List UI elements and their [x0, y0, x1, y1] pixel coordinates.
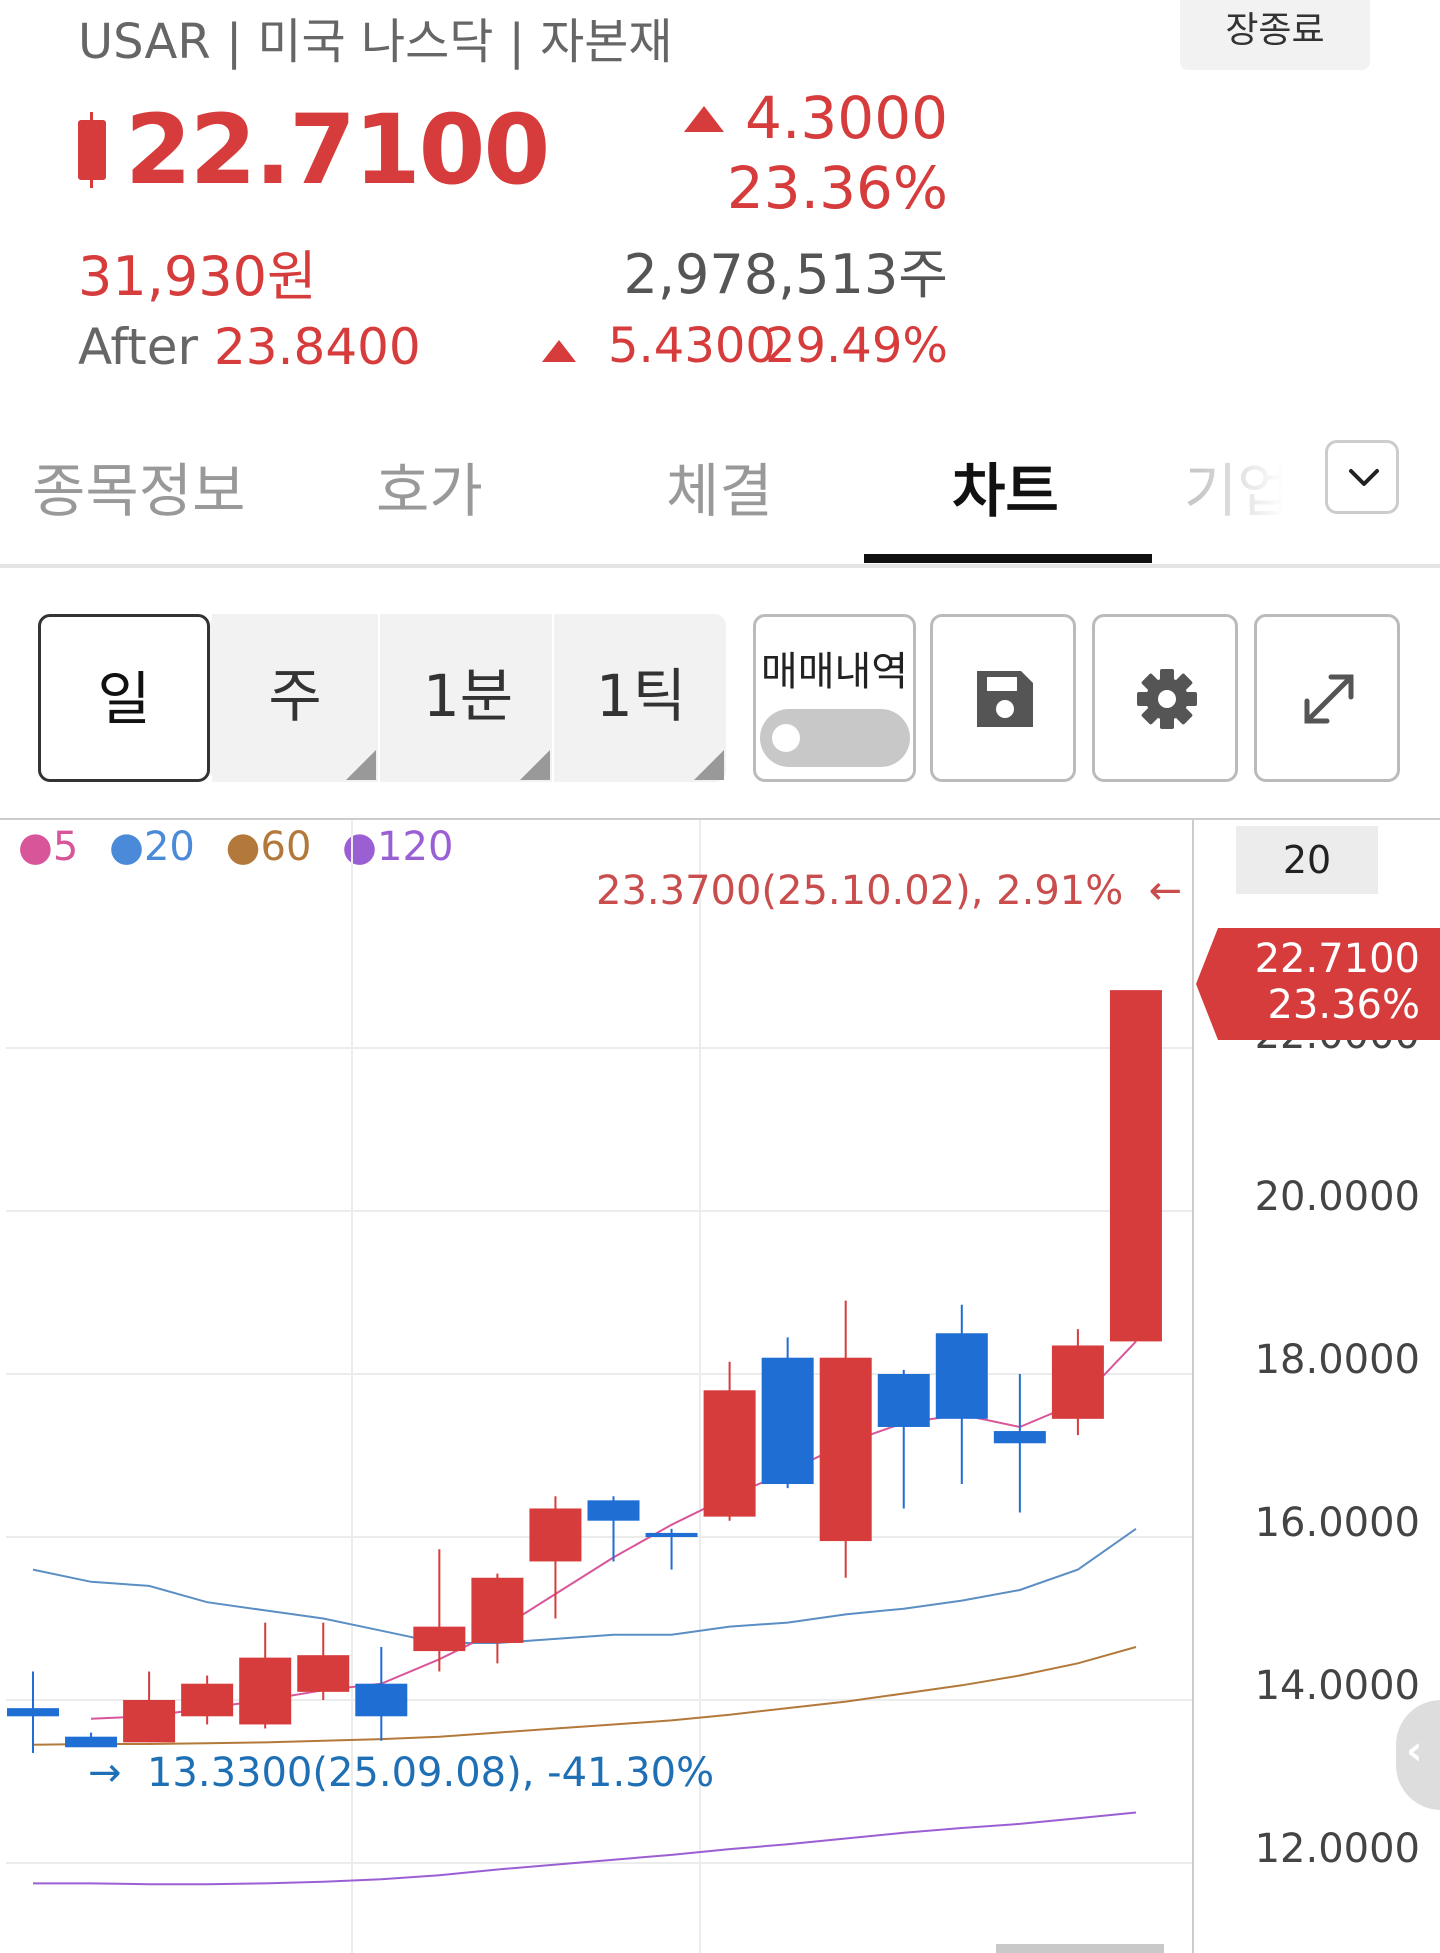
low-annotation-text: 13.3300(25.09.08), -41.30% — [146, 1750, 715, 1796]
period-tick-button[interactable]: 1틱 — [556, 614, 726, 782]
horizontal-scrollbar[interactable] — [996, 1944, 1164, 1953]
high-annotation-text: 23.3700(25.10.02), 2.91% — [596, 868, 1124, 914]
period-minute-label: 1분 — [422, 662, 514, 730]
side-panel-handle[interactable]: ‹ — [1396, 1700, 1440, 1810]
current-price-tag: 22.7100 23.36% — [1196, 928, 1440, 1040]
expand-icon — [1304, 674, 1354, 724]
tab-chart[interactable]: 차트 — [952, 457, 1059, 525]
tab-fade — [1200, 430, 1320, 520]
candle-body — [993, 1431, 1046, 1444]
candle-icon — [78, 112, 106, 188]
y-tick-12: 12.0000 — [1254, 1826, 1420, 1872]
candle-body — [355, 1683, 408, 1717]
toggle-switch[interactable] — [760, 709, 910, 767]
tab-order-book[interactable]: 호가 — [376, 457, 483, 525]
right-arrow-icon: → — [88, 1750, 135, 1796]
candle-body — [413, 1626, 466, 1652]
candle-body — [471, 1577, 524, 1643]
legend-ma60: ●60 — [225, 824, 312, 870]
candle-body — [181, 1683, 234, 1717]
krw-price: 31,930원 — [78, 245, 317, 308]
candle-body — [7, 1708, 59, 1717]
current-price-label: 22.7100 — [1254, 936, 1420, 982]
settings-gear-icon — [1137, 669, 1197, 729]
after-change: 5.4300 — [608, 318, 776, 374]
ma60-line — [32, 1646, 1137, 1746]
trading-volume: 2,978,513주 — [623, 243, 948, 306]
period-week-button[interactable]: 주 — [212, 614, 380, 782]
y-tick-20: 20.0000 — [1254, 1174, 1420, 1220]
chevron-down-icon — [1349, 469, 1379, 486]
candle-body — [935, 1333, 988, 1419]
trade-history-label: 매매내역 — [760, 649, 909, 695]
candle-body — [123, 1700, 176, 1743]
candle-body — [587, 1500, 640, 1521]
after-price: 23.8400 — [213, 318, 421, 376]
candlestick-chart[interactable] — [0, 820, 1192, 1953]
legend-ma20-label: 20 — [143, 824, 195, 870]
candle-body — [529, 1508, 582, 1562]
up-triangle-icon — [684, 106, 724, 132]
legend-ma60-label: 60 — [260, 824, 312, 870]
price-change: 4.3000 — [745, 84, 948, 152]
tab-executions[interactable]: 체결 — [666, 457, 773, 525]
candle-body — [1109, 990, 1162, 1342]
left-arrow-icon: ← — [1135, 868, 1183, 914]
trade-history-toggle[interactable]: 매매내역 — [753, 614, 916, 782]
candle-body — [65, 1736, 118, 1748]
price-change-pct: 23.36% — [726, 154, 948, 222]
candle-body — [1051, 1345, 1104, 1419]
low-annotation: → 13.3300(25.09.08), -41.30% — [88, 1750, 714, 1796]
tab-more-button[interactable] — [1325, 440, 1399, 514]
candle-body — [239, 1657, 292, 1725]
candle-body — [703, 1390, 756, 1517]
current-price: 22.7100 — [125, 94, 550, 206]
after-label: After — [78, 318, 199, 376]
ma20-line — [32, 1527, 1137, 1644]
candle-body — [761, 1357, 814, 1485]
chart-top-border — [0, 818, 1440, 820]
settings-button[interactable] — [1092, 614, 1238, 782]
up-triangle-icon — [542, 340, 576, 362]
ma120-line — [33, 1811, 1137, 1886]
current-change-label: 23.36% — [1267, 982, 1420, 1028]
period-tick-label: 1틱 — [595, 662, 687, 730]
candle-body — [297, 1655, 350, 1692]
candle-body — [645, 1532, 698, 1537]
y-tick-16: 16.0000 — [1254, 1500, 1420, 1546]
after-hours: After 23.8400 — [78, 318, 421, 376]
market-status-button[interactable]: 장종료 — [1180, 0, 1370, 70]
save-button[interactable] — [930, 614, 1076, 782]
high-annotation: 23.3700(25.10.02), 2.91% ← — [596, 868, 1182, 914]
period-week-label: 주 — [268, 662, 322, 730]
legend-ma20: ●20 — [109, 824, 195, 870]
candle-body — [819, 1357, 872, 1542]
legend-ma120: ●120 — [342, 824, 454, 870]
y-axis-separator — [1192, 820, 1194, 1953]
legend-ma5: ●5 — [18, 824, 79, 870]
price-tag-shape — [1196, 928, 1440, 1040]
period-count-button[interactable]: 20 — [1236, 826, 1378, 894]
ma-legend: ●5 ●20 ●60 ●120 — [18, 824, 471, 870]
active-tab-underline — [864, 554, 1152, 563]
legend-ma120-label: 120 — [377, 824, 454, 870]
expand-button[interactable] — [1254, 614, 1400, 782]
y-tick-14: 14.0000 — [1254, 1663, 1420, 1709]
tabs-divider — [0, 564, 1440, 568]
legend-ma5-label: 5 — [52, 824, 79, 870]
y-tick-18: 18.0000 — [1254, 1337, 1420, 1383]
chevron-left-icon: ‹ — [1406, 1728, 1423, 1774]
stock-subtitle: USAR | 미국 나스닥 | 자본재 — [78, 14, 673, 70]
after-change-pct: 29.49% — [764, 318, 948, 374]
candle-body — [877, 1374, 930, 1427]
save-icon — [977, 671, 1033, 727]
period-minute-button[interactable]: 1분 — [384, 614, 554, 782]
period-day-button[interactable]: 일 — [38, 614, 210, 782]
tab-stock-info[interactable]: 종목정보 — [32, 457, 246, 525]
